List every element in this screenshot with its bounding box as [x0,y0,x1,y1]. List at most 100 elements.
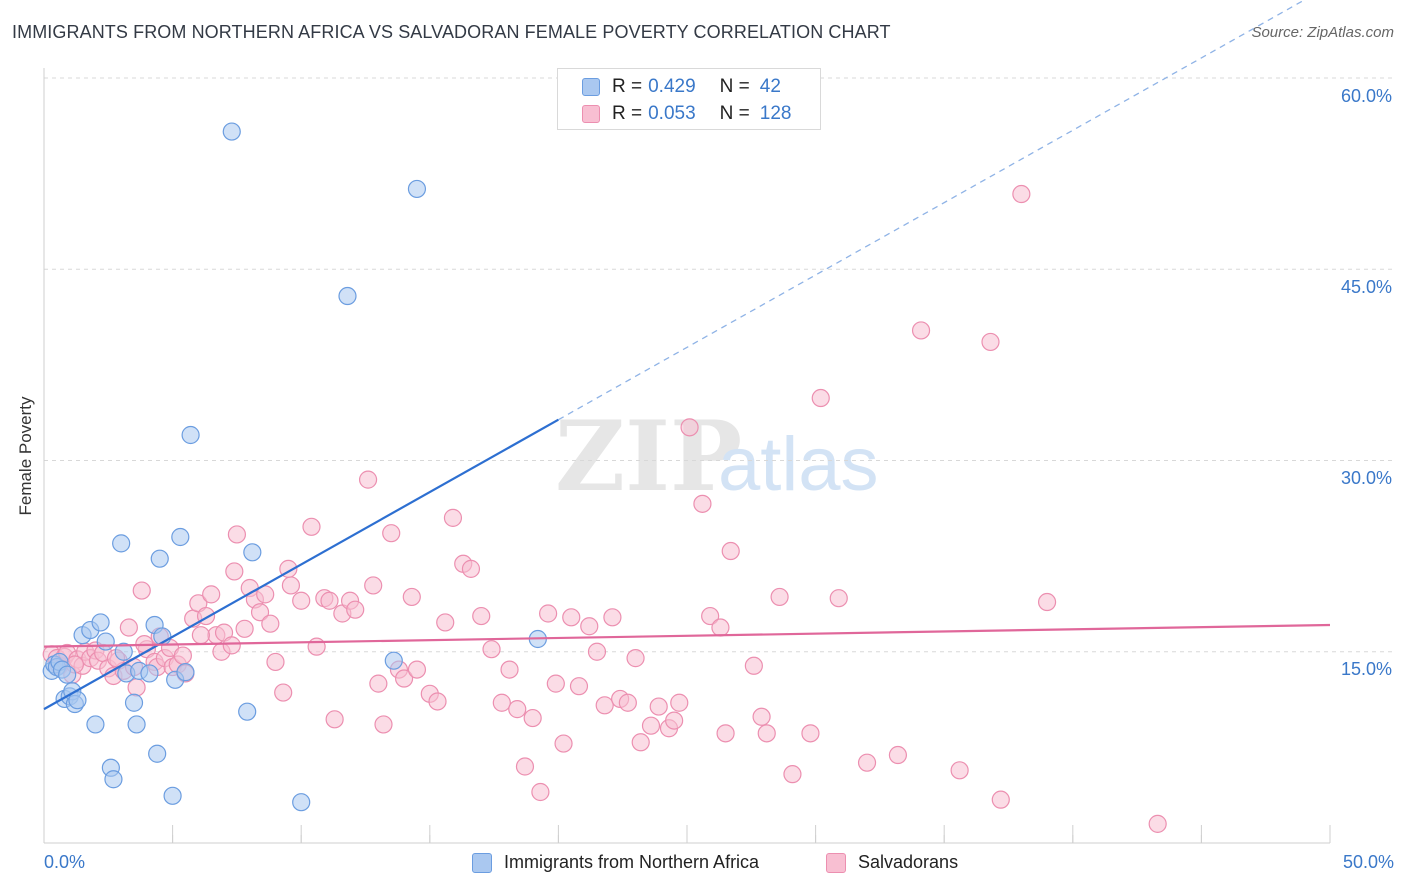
point-salvadorans [292,591,311,610]
point-salvadorans [132,581,151,600]
point-salvadorans [1037,592,1057,612]
point-salvadorans [991,790,1010,809]
point-salvadorans [562,608,581,627]
point-salvadorans [911,321,931,340]
point-northern-africa [58,665,77,684]
point-salvadorans [770,587,789,607]
legend-n-label: N = [719,76,750,97]
point-northern-africa [114,642,133,661]
point-salvadorans [757,724,776,743]
legend-n-value: 128 [759,103,792,124]
point-northern-africa [171,527,190,547]
point-salvadorans [631,733,650,752]
point-northern-africa [181,425,200,445]
point-salvadorans [274,683,293,702]
legend-swatch-salvadorans [826,852,846,873]
point-salvadorans [222,636,241,655]
point-salvadorans [436,613,455,632]
point-salvadorans [641,716,661,735]
point-salvadorans [402,587,421,607]
point-salvadorans [711,618,730,637]
point-salvadorans [701,606,720,626]
point-salvadorans [119,618,138,637]
point-salvadorans [554,734,573,753]
y-axis-label: Female Poverty [16,396,35,516]
point-salvadorans [261,614,280,633]
point-salvadorans [250,603,270,622]
point-salvadorans [472,606,491,626]
point-salvadorans [693,494,712,513]
point-salvadorans [482,640,501,659]
legend-label-northern-africa: Immigrants from Northern Africa [504,852,760,872]
point-salvadorans [364,576,383,595]
point-northern-africa [104,770,123,789]
point-northern-africa [338,286,357,306]
point-salvadorans [382,524,401,543]
point-salvadorans [569,677,589,696]
point-salvadorans [307,637,326,656]
x-tick-label-max: 50.0% [1342,852,1394,872]
trend-line-salvadorans [43,623,1331,648]
point-salvadorans [407,660,427,679]
point-salvadorans [539,604,558,623]
legend-swatch-northern-africa [472,852,492,873]
y-tick-label-60: 60.0% [1340,86,1392,106]
point-salvadorans [811,388,830,408]
point-northern-africa [407,179,427,199]
point-salvadorans [680,418,699,437]
point-salvadorans [649,697,668,716]
point-salvadorans [744,656,763,675]
point-salvadorans [829,589,848,608]
legend-item-salvadorans: Salvadorans [826,852,958,873]
point-salvadorans [721,541,740,561]
point-northern-africa [163,786,182,805]
chart-title: IMMIGRANTS FROM NORTHERN AFRICA VS SALVA… [12,22,891,42]
point-salvadorans [546,674,565,693]
point-salvadorans [374,715,393,734]
point-salvadorans [580,617,599,636]
point-northern-africa [148,744,167,763]
point-northern-africa [222,122,241,141]
point-salvadorans [801,724,820,743]
point-northern-africa [124,693,144,712]
point-salvadorans [191,626,210,645]
point-northern-africa [292,793,311,812]
source-label: Source: ZipAtlas.com [1251,24,1394,41]
point-salvadorans [443,508,463,527]
point-salvadorans [888,745,908,765]
legend-r-label: R = [612,76,643,97]
point-salvadorans [783,765,802,784]
y-tick-label-30: 30.0% [1340,468,1392,488]
point-salvadorans [394,669,414,688]
point-salvadorans [492,693,511,712]
point-salvadorans [515,757,535,776]
trend-line-northern-africa-extension [558,0,1306,421]
point-salvadorans [281,576,301,595]
point-salvadorans [358,470,378,489]
point-northern-africa [243,543,262,562]
point-salvadorans [670,693,689,712]
point-salvadorans [346,600,365,619]
legend-swatch-northern-africa [582,78,600,96]
legend-n-label: N = [719,103,750,124]
point-salvadorans [531,782,550,802]
watermark-zip: ZIP [555,400,742,513]
point-salvadorans [603,608,622,627]
legend-r-label: R = [612,103,643,124]
point-salvadorans [202,585,221,604]
point-salvadorans [618,693,637,712]
legend-r-value: 0.053 [648,103,696,124]
point-salvadorans [950,761,969,780]
legend-label-salvadorans: Salvadorans [858,852,959,872]
series-legend: Immigrants from Northern Africa Salvador… [0,852,1406,878]
point-salvadorans [428,692,447,711]
trend-line-northern-africa [43,418,559,711]
legend-item-northern-africa: Immigrants from Northern Africa [472,852,759,873]
point-salvadorans [369,674,388,693]
point-salvadorans [665,711,684,730]
point-salvadorans [1148,814,1167,833]
point-salvadorans [225,562,244,581]
legend-swatch-salvadorans [582,105,600,123]
y-tick-label-45: 45.0% [1340,277,1392,297]
